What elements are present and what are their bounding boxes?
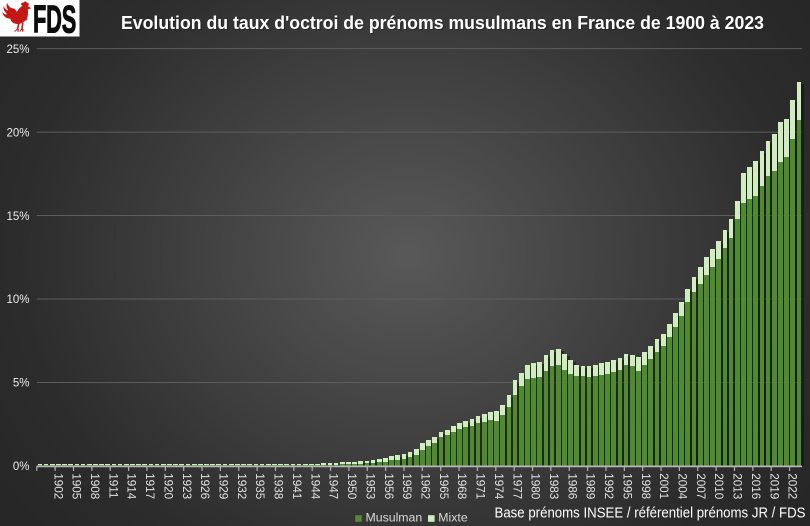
svg-text:1974: 1974 [492, 473, 505, 500]
svg-text:25%: 25% [6, 44, 29, 56]
svg-text:Mixte: Mixte [438, 511, 468, 525]
svg-text:Base prénoms INSEE / référenti: Base prénoms INSEE / référentiel prénoms… [495, 504, 806, 521]
svg-text:2007: 2007 [694, 473, 707, 499]
svg-text:2004: 2004 [676, 473, 689, 500]
svg-text:2019: 2019 [767, 473, 780, 499]
svg-text:FDS: FDS [33, 0, 76, 41]
svg-text:1965: 1965 [437, 473, 450, 500]
svg-text:2016: 2016 [749, 473, 762, 499]
svg-text:1950: 1950 [345, 473, 358, 500]
svg-text:1908: 1908 [88, 473, 101, 499]
svg-text:20%: 20% [6, 127, 29, 139]
svg-text:5%: 5% [13, 378, 30, 390]
svg-text:Musulman: Musulman [366, 511, 423, 525]
svg-text:1917: 1917 [143, 473, 156, 499]
svg-text:1926: 1926 [198, 473, 211, 499]
svg-text:1980: 1980 [529, 473, 542, 500]
svg-text:1938: 1938 [272, 473, 285, 499]
svg-text:Evolution du taux d'octroi d: Evolution du taux d'octroi de prénoms mu… [122, 13, 765, 34]
svg-text:0%: 0% [13, 461, 30, 473]
svg-text:1953: 1953 [363, 473, 376, 499]
svg-text:2001: 2001 [657, 473, 670, 499]
svg-text:1929: 1929 [217, 473, 230, 499]
svg-text:2013: 2013 [731, 473, 744, 499]
svg-text:1902: 1902 [51, 473, 64, 499]
svg-text:1944: 1944 [308, 473, 321, 500]
svg-text:1935: 1935 [253, 473, 266, 500]
svg-text:1905: 1905 [70, 473, 83, 500]
svg-text:1923: 1923 [180, 473, 193, 499]
svg-text:1941: 1941 [290, 473, 303, 499]
svg-text:1989: 1989 [584, 473, 597, 499]
svg-text:1983: 1983 [547, 473, 560, 499]
svg-text:1971: 1971 [474, 473, 487, 499]
svg-text:2022: 2022 [786, 473, 799, 499]
svg-text:2010: 2010 [712, 473, 725, 500]
svg-text:1995: 1995 [620, 473, 633, 500]
svg-text:1986: 1986 [565, 473, 578, 499]
svg-text:1992: 1992 [602, 473, 615, 499]
svg-text:1947: 1947 [327, 473, 340, 499]
svg-text:10%: 10% [6, 294, 29, 306]
svg-text:1914: 1914 [125, 473, 138, 500]
svg-text:15%: 15% [6, 211, 29, 223]
svg-text:1932: 1932 [235, 473, 248, 499]
svg-text:1962: 1962 [418, 473, 431, 499]
svg-text:1956: 1956 [382, 473, 395, 499]
svg-text:1920: 1920 [161, 473, 174, 500]
svg-text:1959: 1959 [400, 473, 413, 499]
svg-text:1968: 1968 [455, 473, 468, 499]
svg-text:1977: 1977 [510, 473, 523, 499]
svg-text:Evolution du taux d'octroi d: Evolution du taux d'octroi de prénoms mu… [121, 12, 764, 33]
svg-text:1998: 1998 [639, 473, 652, 499]
svg-text:1911: 1911 [106, 473, 119, 498]
